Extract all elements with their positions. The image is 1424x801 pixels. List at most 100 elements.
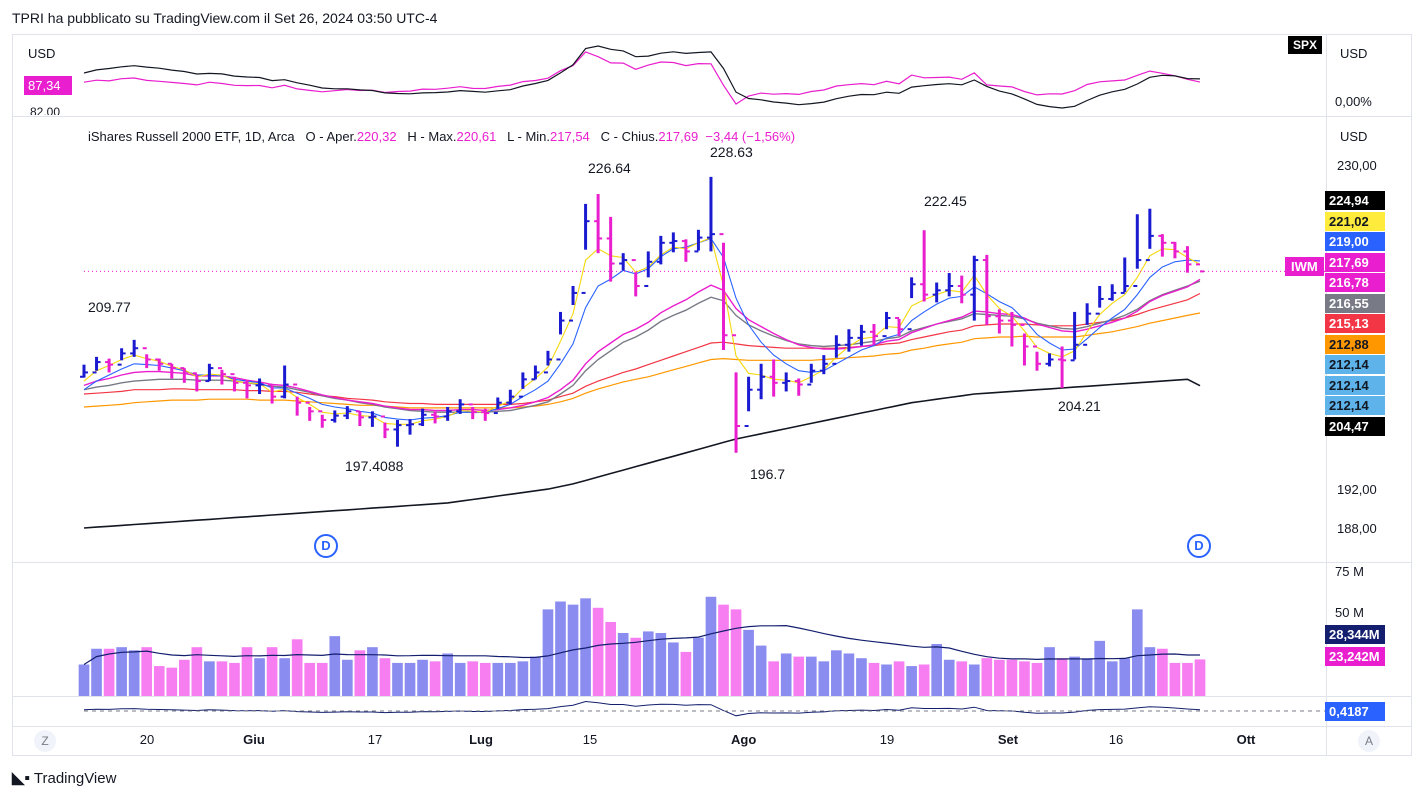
spx-symbol-tag[interactable]: SPX bbox=[1288, 36, 1323, 54]
ohlc-bar bbox=[1133, 214, 1142, 287]
price-label-box: 212,14 bbox=[1325, 396, 1385, 415]
volume-bar bbox=[1157, 648, 1168, 696]
ohlc-bar bbox=[280, 365, 289, 399]
price-axis-tick: 192,00 bbox=[1337, 482, 1377, 497]
auto-scale-button[interactable]: A bbox=[1358, 730, 1380, 752]
annotation-label: 196.7 bbox=[750, 466, 786, 482]
ohlc-bar bbox=[982, 254, 991, 325]
ohlc-bar bbox=[293, 383, 302, 416]
legend-high-value: 220,61 bbox=[456, 129, 497, 144]
volume-bar bbox=[442, 653, 453, 696]
dividend-marker[interactable]: D bbox=[314, 534, 338, 558]
ohlc-bar bbox=[406, 419, 415, 435]
price-label-box: 204,47 bbox=[1325, 416, 1385, 436]
price-label-box: 212,14 bbox=[1325, 375, 1385, 395]
price-label-box: 221,02 bbox=[1325, 211, 1385, 231]
ohlc-bar bbox=[1095, 286, 1104, 315]
ohlc-bar bbox=[556, 311, 565, 361]
volume-bar bbox=[893, 661, 905, 696]
volume-bar bbox=[755, 645, 767, 696]
volume-box: 23,242M bbox=[1325, 647, 1385, 666]
volume-bar bbox=[592, 607, 604, 696]
volume-bar bbox=[768, 661, 779, 696]
ohlc-bar bbox=[418, 408, 427, 427]
volume-bar bbox=[1182, 662, 1193, 696]
ohlc-bar bbox=[681, 239, 690, 262]
ohlc-bar bbox=[694, 229, 703, 253]
ohlc-bar bbox=[819, 355, 828, 375]
auto-zoom-button[interactable]: Z bbox=[34, 730, 56, 752]
ema-blue-line bbox=[83, 237, 1201, 421]
ohlc-bar bbox=[268, 383, 277, 404]
volume-bar bbox=[316, 662, 328, 696]
volume-bar bbox=[392, 662, 403, 696]
ohlc-bar bbox=[1020, 323, 1029, 366]
ema-red-line bbox=[83, 292, 1201, 405]
ohlc-bar bbox=[970, 255, 979, 321]
ohlc-bar bbox=[155, 358, 164, 371]
annotation-label: 226.64 bbox=[588, 160, 631, 176]
ohlc-bar bbox=[380, 415, 389, 439]
time-axis-label: 20 bbox=[139, 732, 155, 747]
ohlc-bar bbox=[1145, 208, 1154, 262]
ohlc-bar bbox=[1196, 263, 1204, 273]
ohlc-bar bbox=[807, 363, 816, 386]
ohlc-bar bbox=[518, 372, 527, 398]
volume-bar bbox=[379, 658, 391, 696]
compare-left-tick: 82,00 bbox=[30, 105, 61, 115]
price-label-box: 219,00 bbox=[1325, 232, 1385, 251]
price-axis-tick: 230,00 bbox=[1337, 158, 1377, 173]
volume-bar bbox=[454, 662, 466, 696]
ohlc-bar bbox=[1007, 311, 1016, 347]
legend-close-value: 217,69 bbox=[658, 129, 699, 144]
main-currency[interactable]: USD bbox=[1340, 129, 1368, 144]
iwm-symbol-tag[interactable]: IWM bbox=[1285, 257, 1324, 276]
volume-bar bbox=[1194, 659, 1206, 696]
ohlc-bar bbox=[130, 339, 139, 357]
tradingview-logo[interactable]: ◣▪ TradingView bbox=[12, 768, 116, 788]
time-axis: 20 Giu 17 Lug 15 Ago 19 Set 16 Ott bbox=[0, 732, 1424, 750]
volume-bar bbox=[103, 648, 115, 696]
time-axis-label: 15 bbox=[582, 732, 598, 747]
time-axis-label: 17 bbox=[367, 732, 383, 747]
ohlc-bar bbox=[769, 359, 778, 397]
volume-bar bbox=[404, 662, 416, 696]
compare-right-currency[interactable]: USD bbox=[1340, 46, 1368, 61]
legend-open-value: 220,32 bbox=[356, 129, 397, 144]
dividend-marker[interactable]: D bbox=[1187, 534, 1211, 558]
tradingview-icon: ◣▪ bbox=[12, 770, 30, 787]
ohlc-bar bbox=[217, 367, 226, 385]
ohlc-bar bbox=[1170, 241, 1179, 259]
annotation-label: 228.63 bbox=[710, 144, 753, 160]
ohlc-bar bbox=[243, 380, 252, 399]
volume-bar bbox=[968, 664, 980, 696]
volume-bar bbox=[241, 647, 253, 696]
ohlc-bar bbox=[1158, 234, 1167, 257]
volume-bar bbox=[279, 658, 290, 696]
time-axis-label: Giu bbox=[243, 732, 265, 747]
indicator-line bbox=[83, 700, 1201, 717]
volume-bar bbox=[467, 661, 479, 696]
volume-bar bbox=[730, 609, 742, 696]
volume-bar bbox=[705, 596, 717, 696]
ohlc-bar bbox=[531, 365, 540, 381]
volume-bar bbox=[91, 648, 102, 696]
pane-divider bbox=[12, 726, 1412, 727]
compare-left-currency[interactable]: USD bbox=[28, 46, 56, 61]
ohlc-bar bbox=[569, 286, 578, 322]
ohlc-bar bbox=[368, 411, 377, 427]
price-label-box: 217,69 bbox=[1325, 252, 1385, 272]
volume-bar bbox=[693, 637, 704, 696]
volume-bar bbox=[555, 601, 566, 696]
ohlc-bar bbox=[330, 410, 339, 423]
volume-bar bbox=[931, 644, 943, 696]
volume-axis-tick: 75 M bbox=[1335, 564, 1364, 579]
volume-bar bbox=[166, 667, 178, 696]
volume-bar bbox=[605, 621, 616, 696]
volume-bar bbox=[530, 656, 541, 696]
spx-line bbox=[83, 45, 1201, 109]
ohlc-bar bbox=[581, 203, 590, 294]
ohlc-bar bbox=[1045, 353, 1054, 367]
ohlc-bar bbox=[669, 232, 678, 253]
